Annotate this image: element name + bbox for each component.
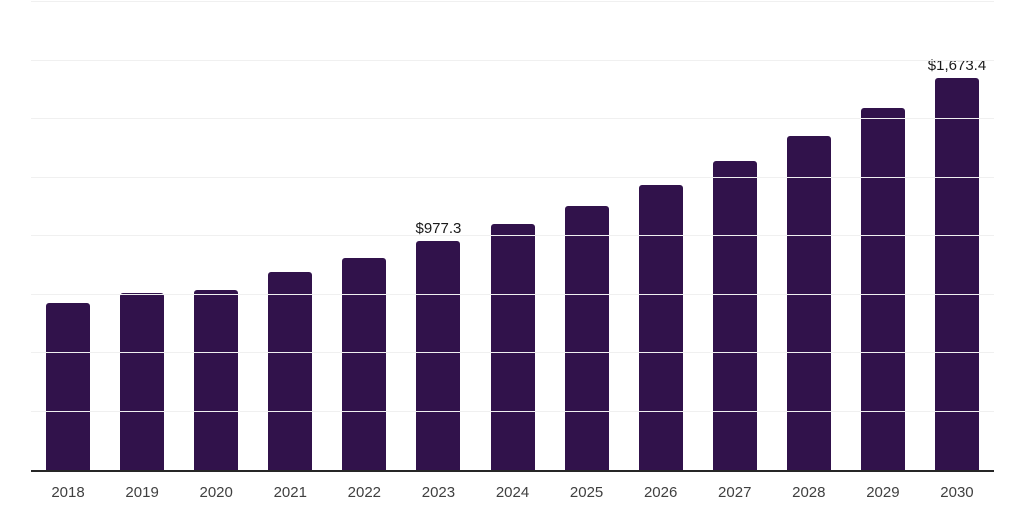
x-tick-label: 2030 xyxy=(940,484,974,501)
bar-column: $1,673.4 xyxy=(920,2,994,470)
gridline xyxy=(31,59,994,61)
x-tick-label: 2018 xyxy=(51,484,85,501)
x-tick-label: 2019 xyxy=(125,484,159,501)
gridline xyxy=(31,235,994,236)
gridline xyxy=(31,352,994,353)
bar-column xyxy=(105,2,179,470)
bar-column xyxy=(31,2,105,470)
bar-column: $977.3 xyxy=(401,2,475,470)
bar xyxy=(416,241,461,470)
gridline xyxy=(31,176,994,178)
x-tick-label: 2025 xyxy=(569,484,604,501)
x-tick-label: 2028 xyxy=(792,484,826,501)
bar-column xyxy=(253,2,327,470)
bar xyxy=(934,78,979,470)
bar xyxy=(194,289,239,470)
bar-column xyxy=(624,2,698,470)
bar-column xyxy=(179,2,253,470)
bar-value-label: $1,673.4 xyxy=(927,57,987,75)
x-tick-label: 2020 xyxy=(199,484,233,501)
plot-area: $977.3 $1,673.4 xyxy=(31,1,994,472)
x-tick-label: 2023 xyxy=(421,484,456,501)
x-tick-label: 2022 xyxy=(347,484,382,501)
bar-column xyxy=(475,2,549,470)
gridline xyxy=(31,118,994,119)
x-tick-label: 2026 xyxy=(643,484,678,501)
bar xyxy=(46,303,91,470)
gridline xyxy=(31,1,994,2)
bars-row: $977.3 $1,673.4 xyxy=(31,2,994,470)
bar-column xyxy=(846,2,920,470)
bar-column xyxy=(327,2,401,470)
bar-column xyxy=(772,2,846,470)
bar xyxy=(786,135,831,470)
bar xyxy=(638,184,683,470)
bar xyxy=(120,293,165,470)
bar-value-label: $977.3 xyxy=(415,220,462,238)
x-tick-label: 2021 xyxy=(273,484,307,501)
bar xyxy=(342,258,387,470)
x-tick-label: 2029 xyxy=(866,484,900,501)
bar-column xyxy=(550,2,624,470)
bar-column xyxy=(698,2,772,470)
gridline xyxy=(31,293,994,295)
bar xyxy=(268,272,313,470)
gridline xyxy=(31,410,994,412)
bar xyxy=(564,205,609,470)
bar xyxy=(490,223,535,470)
x-axis: 2018 2019 2020 2021 2022 2023 2024 2025 2026 2027… xyxy=(31,484,994,502)
bar xyxy=(712,161,757,470)
x-tick-label: 2027 xyxy=(718,484,752,501)
x-tick-label: 2024 xyxy=(495,484,530,501)
bar xyxy=(860,107,905,470)
